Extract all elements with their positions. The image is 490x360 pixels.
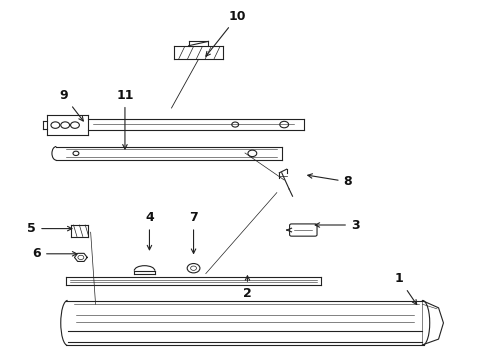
Text: 8: 8: [308, 174, 352, 188]
Text: 3: 3: [315, 219, 360, 231]
Text: 10: 10: [206, 10, 246, 56]
Text: 11: 11: [116, 89, 134, 149]
Text: 1: 1: [395, 273, 416, 305]
Text: 2: 2: [243, 276, 252, 300]
Text: 6: 6: [32, 247, 77, 260]
Text: 7: 7: [189, 211, 198, 253]
Text: 4: 4: [145, 211, 154, 250]
Text: 5: 5: [27, 222, 72, 235]
Text: 9: 9: [59, 89, 83, 121]
